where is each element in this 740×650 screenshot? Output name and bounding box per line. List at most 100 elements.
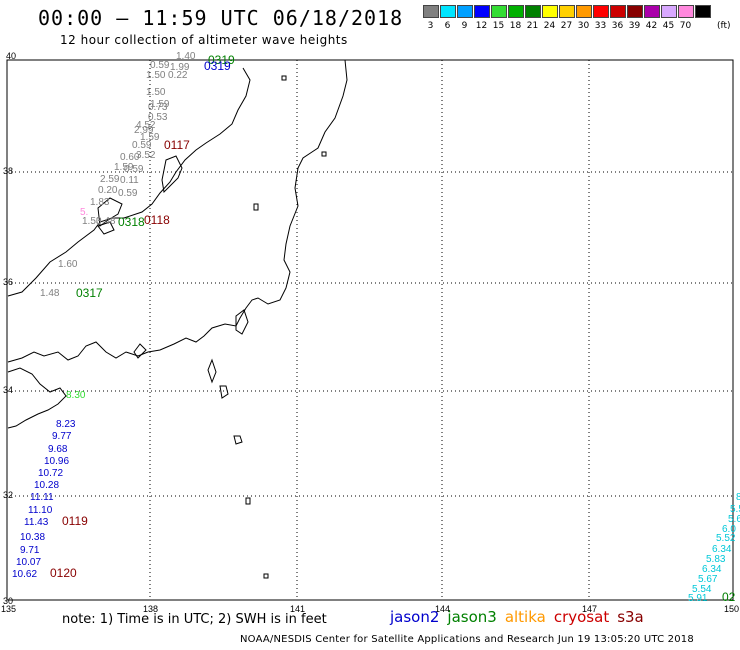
swh-value-label: 10.72 xyxy=(38,468,63,479)
swh-value-label: 10.28 xyxy=(34,480,59,491)
scale-entry: 3 xyxy=(422,5,439,31)
scale-label: 6 xyxy=(444,21,451,31)
scale-label: 33 xyxy=(594,21,607,31)
legend-item: jason2 xyxy=(390,608,440,626)
scale-label: 15 xyxy=(492,21,505,31)
scale-label: 36 xyxy=(611,21,624,31)
pass-time-label: 0319 xyxy=(204,59,231,73)
pass-time-label: 0317 xyxy=(76,286,103,300)
swh-value-label: 0.59 xyxy=(132,140,152,151)
swh-value-label: 6.34 xyxy=(702,564,722,575)
scale-swatch xyxy=(575,5,592,18)
swh-value-label: 0.60 xyxy=(120,152,140,163)
coast-miyake xyxy=(233,435,243,445)
scale-label: 9 xyxy=(461,21,468,31)
swh-value-label: 0.59 xyxy=(150,60,170,71)
scale-swatch xyxy=(558,5,575,18)
swh-value-label: 10.62 xyxy=(12,569,37,580)
scale-swatch xyxy=(592,5,609,18)
color-scale: 3 6 9 12 15 18 21 24 27 30 33 36 39 42 45 70 xyxy=(422,5,711,31)
track-gray-labels: 1.400.59 1.991.50 0.221.501.590.730.534.52… xyxy=(40,51,196,299)
coast-boso xyxy=(235,309,249,335)
lon-label: 141 xyxy=(290,604,305,614)
scale-label: 21 xyxy=(526,21,539,31)
legend-item: s3a xyxy=(617,608,644,626)
scale-label: 30 xyxy=(577,21,590,31)
coast-honshu-east xyxy=(7,67,251,297)
coast-lake xyxy=(97,221,115,235)
swh-value-label: 11.43 xyxy=(24,517,49,528)
track-cyan-labels: 5.55.66.05.526.345.836.345.675.545.91 xyxy=(688,504,740,604)
coast-kii xyxy=(7,367,67,429)
lon-labels: 135 138 141 144 147 150 xyxy=(1,604,739,614)
swh-value-label: 1.59 xyxy=(114,162,134,173)
swh-value-label: 9.77 xyxy=(52,431,72,442)
coast-islet-3 xyxy=(281,75,287,81)
swh-value-label: 1.50 xyxy=(146,87,166,98)
lat-label: 36 xyxy=(3,277,13,287)
pass-time-label: 0117 xyxy=(164,138,190,152)
swh-value-label: 1.50 xyxy=(146,70,166,81)
lon-label: 135 xyxy=(1,604,16,614)
scale-entry: 18 xyxy=(507,5,524,31)
swh-value-label: 4.52 xyxy=(136,120,156,131)
scale-entry: 9 xyxy=(456,5,473,31)
swh-value-label: 11.11 xyxy=(30,492,54,503)
scale-entry: 21 xyxy=(524,5,541,31)
coast-islet-1 xyxy=(263,573,269,579)
pass-time-label: 0119 xyxy=(62,514,88,528)
swh-value-label: 5.54 xyxy=(692,584,712,595)
swh-value-label: 0.59 xyxy=(118,188,138,199)
scale-entry: 12 xyxy=(473,5,490,31)
scale-entry xyxy=(694,5,711,31)
scale-swatch xyxy=(626,5,643,18)
lat-label: 38 xyxy=(3,166,13,176)
swh-value-label: 1.83 xyxy=(90,197,110,208)
swh-value-label: 1.60 xyxy=(58,259,78,270)
pass-time-label: 0118 xyxy=(144,213,170,227)
map-frame xyxy=(6,59,734,601)
map-subtitle: 12 hour collection of altimeter wave hei… xyxy=(60,33,348,47)
swh-value-label: 1.40 xyxy=(176,51,196,62)
scale-label: 3 xyxy=(427,21,434,31)
scale-entry: 70 xyxy=(677,5,694,31)
swh-value-label: 0.53 xyxy=(148,112,168,123)
map-title: 00:00 – 11:59 UTC 06/18/2018 xyxy=(38,6,404,30)
credit-line: NOAA/NESDIS Center for Satellite Applica… xyxy=(240,634,694,645)
swh-value-label: 9.68 xyxy=(48,444,68,455)
lat-label: 32 xyxy=(3,490,13,500)
swh-label-east-edge: 8 xyxy=(736,492,740,503)
scale-label: 27 xyxy=(560,21,573,31)
scale-swatch xyxy=(643,5,660,18)
scale-entry: 24 xyxy=(541,5,558,31)
swh-value-label: 1.59 xyxy=(150,99,170,110)
coast-noto xyxy=(97,197,123,227)
scale-swatch xyxy=(541,5,558,18)
lon-label: 144 xyxy=(435,604,450,614)
lat-label: 30 xyxy=(3,596,13,606)
coast-izu-peninsula xyxy=(207,358,217,384)
swh-value-label: 5.6 xyxy=(728,514,740,525)
coast-oshima xyxy=(219,385,229,399)
swh-value-label: 6.34 xyxy=(712,544,732,555)
swh-value-label: 1.99 xyxy=(170,62,190,73)
scale-entry: 33 xyxy=(592,5,609,31)
swh-value-label: 10.96 xyxy=(44,456,69,467)
scale-label: 39 xyxy=(628,21,641,31)
lon-label: 147 xyxy=(582,604,597,614)
coastline xyxy=(7,59,348,579)
swh-value-label: 6.0 xyxy=(722,524,736,535)
swh-value-label: 5.67 xyxy=(698,574,718,585)
swh-value-label: 5.91 xyxy=(688,593,708,604)
scale-label: 12 xyxy=(475,21,488,31)
scale-label: 18 xyxy=(509,21,522,31)
swh-value-label: 0.59 xyxy=(124,164,144,175)
coast-islet-2 xyxy=(253,203,259,211)
swh-value-label: 2.59 xyxy=(100,174,120,185)
swh-value-label: 10.38 xyxy=(20,532,45,543)
scale-label: 45 xyxy=(662,21,675,31)
scale-entry: 42 xyxy=(643,5,660,31)
coast-honshu-pacific xyxy=(7,59,348,363)
scale-unit: (ft) xyxy=(717,21,731,31)
